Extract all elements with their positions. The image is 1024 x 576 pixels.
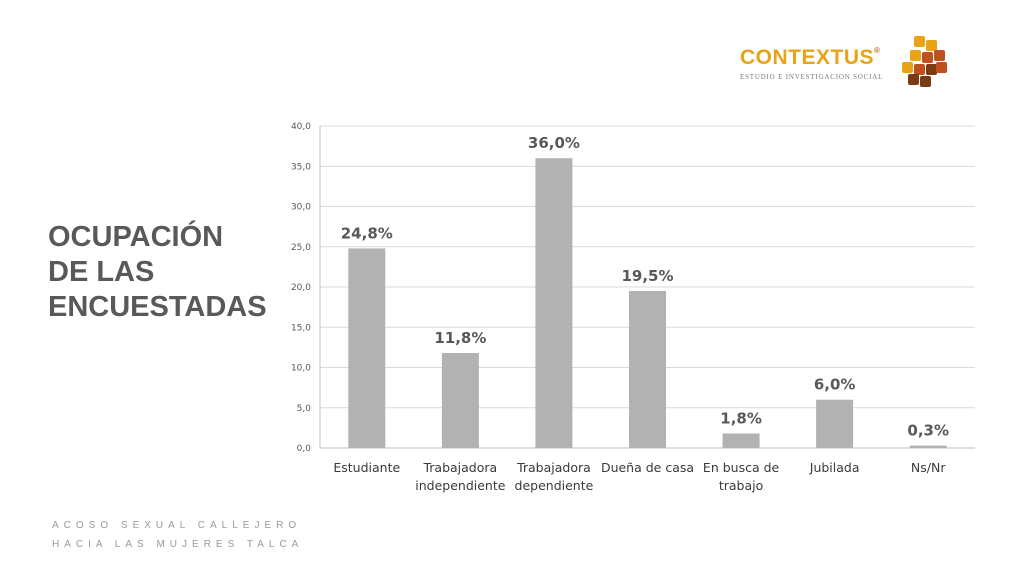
bar — [909, 445, 947, 448]
footer-line: ACOSO SEXUAL CALLEJERO — [52, 520, 302, 531]
bar — [816, 399, 854, 448]
bar — [441, 353, 479, 448]
category-label: independiente — [415, 478, 505, 493]
puzzle-piece — [922, 52, 933, 63]
puzzle-piece — [914, 64, 925, 75]
bar — [629, 291, 666, 448]
data-label: 0,3% — [907, 422, 949, 440]
category-label: dependiente — [515, 478, 594, 493]
title-line: DE LAS — [48, 256, 155, 288]
title-line: ENCUESTADAS — [48, 291, 267, 323]
category-label: Ns/Nr — [911, 460, 946, 475]
category-label: Dueña de casa — [601, 460, 694, 475]
data-label: 36,0% — [528, 134, 580, 152]
y-tick-label: 20,0 — [291, 283, 311, 293]
category-label: En busca de — [703, 460, 780, 475]
puzzle-piece — [908, 74, 919, 85]
data-label: 24,8% — [341, 224, 393, 242]
puzzle-pieces-icon — [902, 36, 947, 87]
y-tick-label: 5,0 — [297, 404, 312, 414]
puzzle-piece — [910, 50, 921, 61]
puzzle-piece — [920, 76, 931, 87]
y-tick-label: 30,0 — [291, 203, 311, 213]
slide-title: OCUPACIÓN DE LAS ENCUESTADAS — [48, 220, 288, 325]
y-tick-label: 15,0 — [291, 323, 311, 333]
puzzle-piece — [926, 64, 937, 75]
y-tick-label: 35,0 — [291, 162, 311, 172]
data-label: 19,5% — [621, 267, 673, 285]
y-tick-label: 40,0 — [291, 122, 311, 132]
category-label: Estudiante — [333, 460, 400, 475]
puzzle-piece — [902, 62, 913, 73]
logo-wordmark: CONTEXTUS® — [740, 46, 881, 69]
puzzle-piece — [934, 50, 945, 61]
data-label: 6,0% — [814, 376, 856, 394]
title-line: OCUPACIÓN — [48, 221, 224, 253]
logo-tagline: ESTUDIO E INVESTIGACION SOCIAL — [740, 73, 884, 81]
slide-footer: ACOSO SEXUAL CALLEJERO HACIA LAS MUJERES… — [52, 516, 303, 554]
y-tick-label: 10,0 — [291, 364, 311, 374]
bar — [722, 433, 760, 448]
puzzle-piece — [926, 40, 937, 51]
category-label: Trabajadora — [516, 460, 591, 475]
category-label: Trabajadora — [422, 460, 497, 475]
bar — [535, 158, 573, 448]
y-tick-label: 0,0 — [297, 444, 312, 454]
data-label: 1,8% — [720, 410, 762, 428]
puzzle-piece — [936, 62, 947, 73]
y-tick-label: 25,0 — [291, 243, 311, 253]
puzzle-piece — [914, 36, 925, 47]
data-label: 11,8% — [434, 329, 486, 347]
category-label: Jubilada — [809, 460, 860, 475]
footer-line: HACIA LAS MUJERES TALCA — [52, 539, 304, 550]
contextus-logo: CONTEXTUS® ESTUDIO E INVESTIGACION SOCIA… — [736, 32, 956, 92]
bar — [348, 248, 386, 448]
category-label: trabajo — [719, 478, 763, 493]
bar-chart: 0,0 5,0 10,0 15,0 20,0 25,0 30,0 35,0 40,0 24,8% E… — [291, 122, 975, 493]
registered-mark: ® — [874, 46, 881, 55]
